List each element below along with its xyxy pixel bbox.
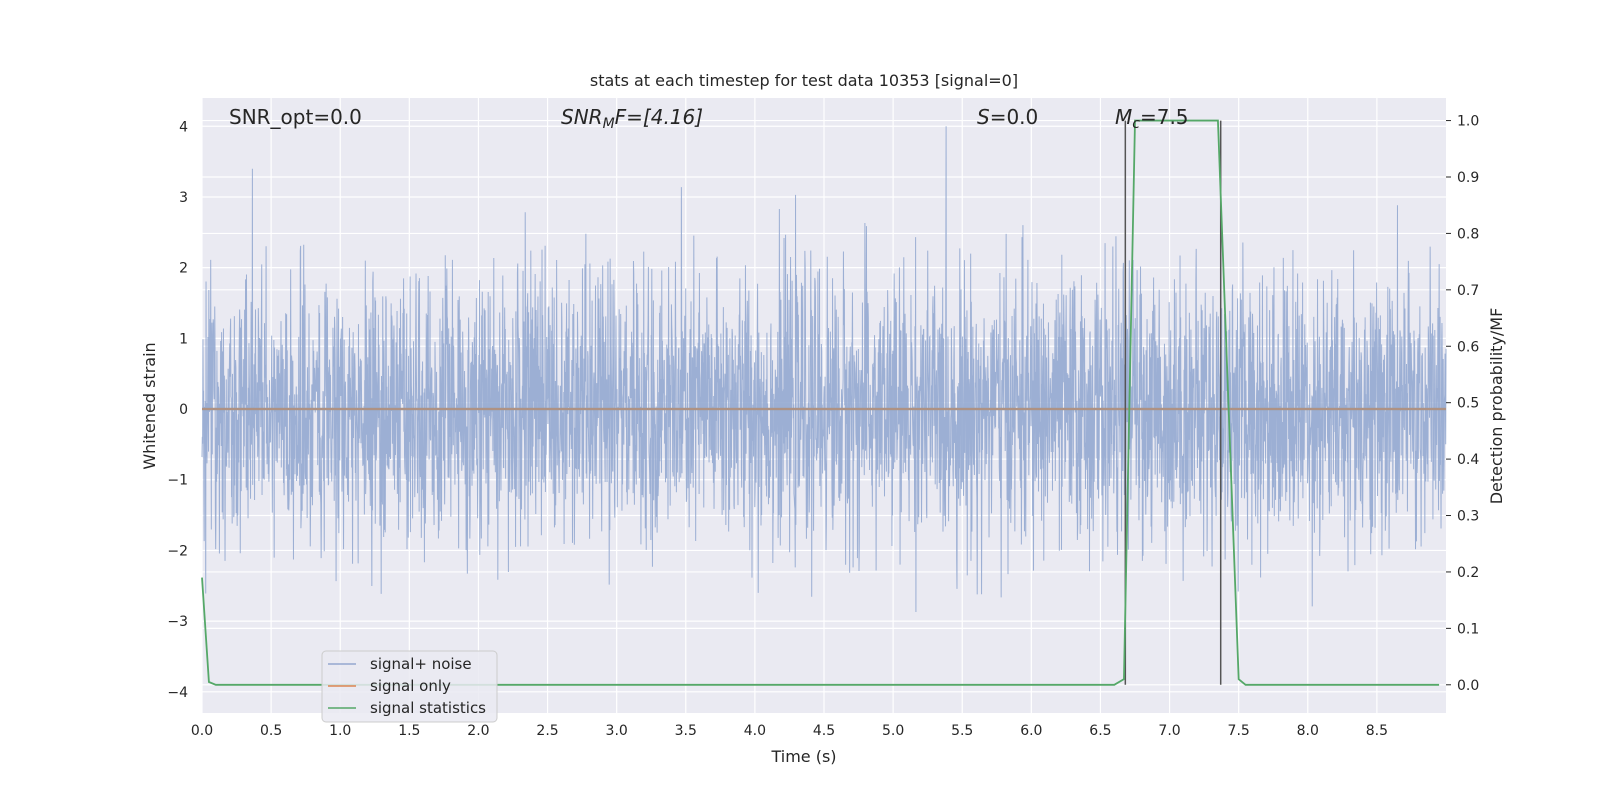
y2-tick-label: 0.2 (1457, 565, 1479, 581)
y-tick-label: 0 (179, 402, 188, 418)
y2-tick-label: 0.9 (1457, 170, 1479, 186)
signal-noise-line (201, 126, 1447, 613)
y-tick-label: −1 (167, 473, 188, 489)
x-tick-label: 7.0 (1158, 723, 1180, 739)
y-tick-label: −4 (167, 685, 188, 701)
y2-tick-label: 0.4 (1457, 452, 1479, 468)
y-axis-label: Whitened strain (140, 342, 159, 469)
y-axis-ticks: −4 −3 −2 −1 0 1 2 3 4 (167, 119, 188, 701)
x-tick-label: 6.5 (1089, 723, 1111, 739)
y2-tick-label: 0.3 (1457, 509, 1479, 525)
signal-noise-series (201, 126, 1447, 613)
x-tick-label: 0.5 (260, 723, 282, 739)
x-tick-label: 8.0 (1297, 723, 1319, 739)
overlay-lines (201, 119, 1446, 686)
x-tick-label: 1.0 (329, 723, 351, 739)
signal-statistics-line (201, 119, 1440, 686)
y-tick-label: 1 (179, 331, 188, 347)
y2-tick-label: 1.0 (1457, 114, 1479, 130)
y2-axis-label: Detection probability/MF (1487, 308, 1506, 505)
annotation-snr-mf: SNRMF=[4.16] (561, 105, 703, 132)
annotation-s: S=0.0 (977, 105, 1038, 129)
s-var: S (977, 105, 990, 129)
snr-mf-sub: M (603, 116, 615, 132)
y-tick-label: −2 (167, 543, 188, 559)
legend-label-signal-noise: signal+ noise (370, 655, 472, 673)
y-tick-label: 4 (179, 119, 188, 135)
x-tick-label: 5.5 (951, 723, 973, 739)
y2-tick-label: 0.1 (1457, 621, 1479, 637)
x-tick-label: 7.5 (1228, 723, 1250, 739)
legend-label-signal-statistics: signal statistics (370, 699, 486, 717)
y2-tick-label: 0.6 (1457, 339, 1479, 355)
y2-tick-label: 0.7 (1457, 283, 1479, 299)
y-tick-label: −3 (167, 614, 188, 630)
annotation-mc: Mc=7.5 (1115, 105, 1189, 132)
legend-box (321, 650, 498, 723)
y2-tick-label: 0.8 (1457, 226, 1479, 242)
x-tick-label: 6.0 (1020, 723, 1042, 739)
y2-tick-label: 0.5 (1457, 396, 1479, 412)
x-axis-label: Time (s) (770, 747, 836, 766)
s-rest: =0.0 (990, 105, 1039, 129)
x-tick-label: 5.0 (882, 723, 904, 739)
legend-label-signal-only: signal only (370, 677, 451, 695)
mc-rest: =7.5 (1140, 105, 1189, 129)
mc-var: M (1115, 105, 1132, 129)
x-tick-label: 2.5 (536, 723, 558, 739)
x-tick-label: 2.0 (467, 723, 489, 739)
y-tick-label: 2 (179, 261, 188, 277)
y-tick-label: 3 (179, 190, 188, 206)
y2-tick-label: 0.0 (1457, 678, 1479, 694)
annotation-snr-opt: SNR_opt=0.0 (229, 105, 362, 129)
x-axis-ticks: 0.0 0.5 1.0 1.5 2.0 2.5 3.0 3.5 4.0 4.5 5.0 5.5 6.0 6… (191, 723, 1388, 739)
x-tick-label: 8.5 (1366, 723, 1388, 739)
chart-title: stats at each timestep for test data 103… (590, 71, 1018, 90)
x-tick-label: 3.5 (675, 723, 697, 739)
x-tick-label: 0.0 (191, 723, 213, 739)
snr-mf-prefix: SNR (561, 105, 603, 129)
mc-sub: c (1132, 116, 1140, 132)
y2-axis-ticks: 0.0 0.1 0.2 0.3 0.4 0.5 0.6 0.7 0.8 0.9 1.0 (1446, 114, 1479, 694)
snr-mf-suffix: F=[4.16] (615, 105, 703, 129)
x-tick-label: 4.0 (744, 723, 766, 739)
x-tick-label: 3.0 (606, 723, 628, 739)
x-tick-label: 1.5 (398, 723, 420, 739)
x-tick-label: 4.5 (813, 723, 835, 739)
legend: signal+ noise signal only signal statist… (321, 650, 498, 723)
